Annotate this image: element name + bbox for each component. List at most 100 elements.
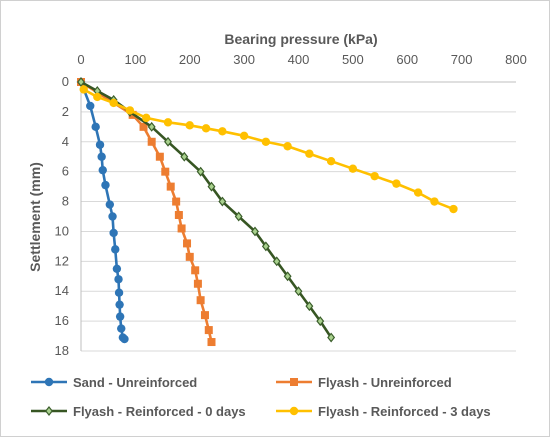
data-point xyxy=(111,245,120,254)
y-tick-label: 0 xyxy=(62,74,69,89)
data-point xyxy=(164,136,172,147)
data-point xyxy=(147,121,156,132)
data-point xyxy=(155,152,164,161)
x-tick-label: 400 xyxy=(288,52,310,67)
data-point xyxy=(109,98,118,108)
x-tick-label: 0 xyxy=(77,52,84,67)
data-point xyxy=(120,334,129,344)
data-point xyxy=(166,182,175,191)
y-tick-label: 6 xyxy=(62,164,69,179)
data-point xyxy=(283,271,292,282)
series-line xyxy=(83,88,454,211)
data-point xyxy=(430,197,439,206)
data-point xyxy=(174,211,183,220)
x-tick-label: 200 xyxy=(179,52,201,67)
y-tick-label: 2 xyxy=(62,104,69,119)
data-point xyxy=(239,131,249,140)
data-point xyxy=(326,157,336,166)
series-line xyxy=(79,81,126,341)
data-point xyxy=(193,279,202,288)
data-point xyxy=(180,151,189,162)
data-point xyxy=(316,316,325,327)
legend-item: Flyash - Reinforced - 0 days xyxy=(31,404,246,419)
data-point xyxy=(77,77,85,87)
data-point xyxy=(115,300,124,309)
data-point xyxy=(183,239,192,248)
data-point xyxy=(98,165,107,175)
x-tick-label: 800 xyxy=(505,52,527,67)
data-point xyxy=(201,124,211,133)
x-tick-label: 300 xyxy=(233,52,255,67)
y-tick-label: 4 xyxy=(62,134,69,149)
data-point xyxy=(207,181,216,192)
data-point xyxy=(161,167,170,176)
data-point xyxy=(283,142,292,151)
data-point xyxy=(117,324,126,333)
y-tick-label: 8 xyxy=(62,194,69,209)
gridlines xyxy=(81,111,516,352)
data-point xyxy=(79,85,88,94)
data-point xyxy=(114,288,124,297)
data-point xyxy=(191,266,200,275)
x-tick-label: 700 xyxy=(451,52,473,67)
data-point xyxy=(294,286,303,297)
data-point xyxy=(177,224,186,233)
legend-marker xyxy=(289,406,299,416)
data-point xyxy=(413,188,423,197)
y-axis-title: Settlement (mm) xyxy=(27,162,43,272)
data-point xyxy=(327,332,336,343)
data-point xyxy=(142,113,151,123)
series-layer xyxy=(76,77,458,347)
data-point xyxy=(185,121,194,130)
series-3 xyxy=(77,77,336,343)
data-point xyxy=(251,226,259,237)
legend-marker xyxy=(45,406,53,416)
y-tick-label: 18 xyxy=(55,343,69,358)
series-4 xyxy=(79,85,458,214)
axes: 0 2 4 6 8 10 12 14 16 18 0 100 200 300 400 500 600 700 800 xyxy=(55,52,527,358)
legend-item: Sand - Unreinforced xyxy=(31,375,197,390)
x-tick-label: 500 xyxy=(342,52,364,67)
data-point xyxy=(261,137,271,146)
legend-label: Flyash - Unreinforced xyxy=(318,375,452,390)
y-tick-label: 12 xyxy=(55,253,69,268)
data-point xyxy=(305,149,314,158)
data-point xyxy=(204,326,213,335)
legend-item: Flyash - Reinforced - 3 days xyxy=(276,404,491,419)
data-point xyxy=(105,200,115,209)
data-point xyxy=(93,92,102,102)
data-point xyxy=(147,137,156,146)
data-point xyxy=(370,171,379,181)
data-point xyxy=(86,101,95,111)
series-2 xyxy=(77,78,216,347)
data-point xyxy=(449,204,458,214)
data-point xyxy=(91,122,100,132)
legend-label: Sand - Unreinforced xyxy=(73,375,197,390)
data-point xyxy=(348,164,358,173)
data-point xyxy=(172,197,181,206)
x-axis-title: Bearing pressure (kPa) xyxy=(224,31,377,47)
x-tick-label: 100 xyxy=(125,52,147,67)
data-point xyxy=(185,252,194,261)
legend-marker xyxy=(44,377,54,387)
data-point xyxy=(95,140,105,149)
data-point xyxy=(109,228,118,238)
data-point xyxy=(163,118,173,127)
data-point xyxy=(207,338,216,347)
y-tick-label: 14 xyxy=(55,283,69,298)
data-point xyxy=(97,152,106,161)
legend: Sand - Unreinforced Flyash - Unreinforced… xyxy=(31,375,491,419)
data-point xyxy=(261,241,270,252)
legend-label: Flyash - Reinforced - 3 days xyxy=(318,404,491,419)
series-1 xyxy=(76,77,129,344)
data-point xyxy=(196,296,205,305)
data-point xyxy=(114,275,123,284)
data-point xyxy=(392,179,401,188)
data-point xyxy=(234,211,243,222)
data-point xyxy=(112,264,122,274)
legend-marker xyxy=(290,378,298,386)
data-point xyxy=(139,122,148,131)
legend-item: Flyash - Unreinforced xyxy=(276,375,452,390)
